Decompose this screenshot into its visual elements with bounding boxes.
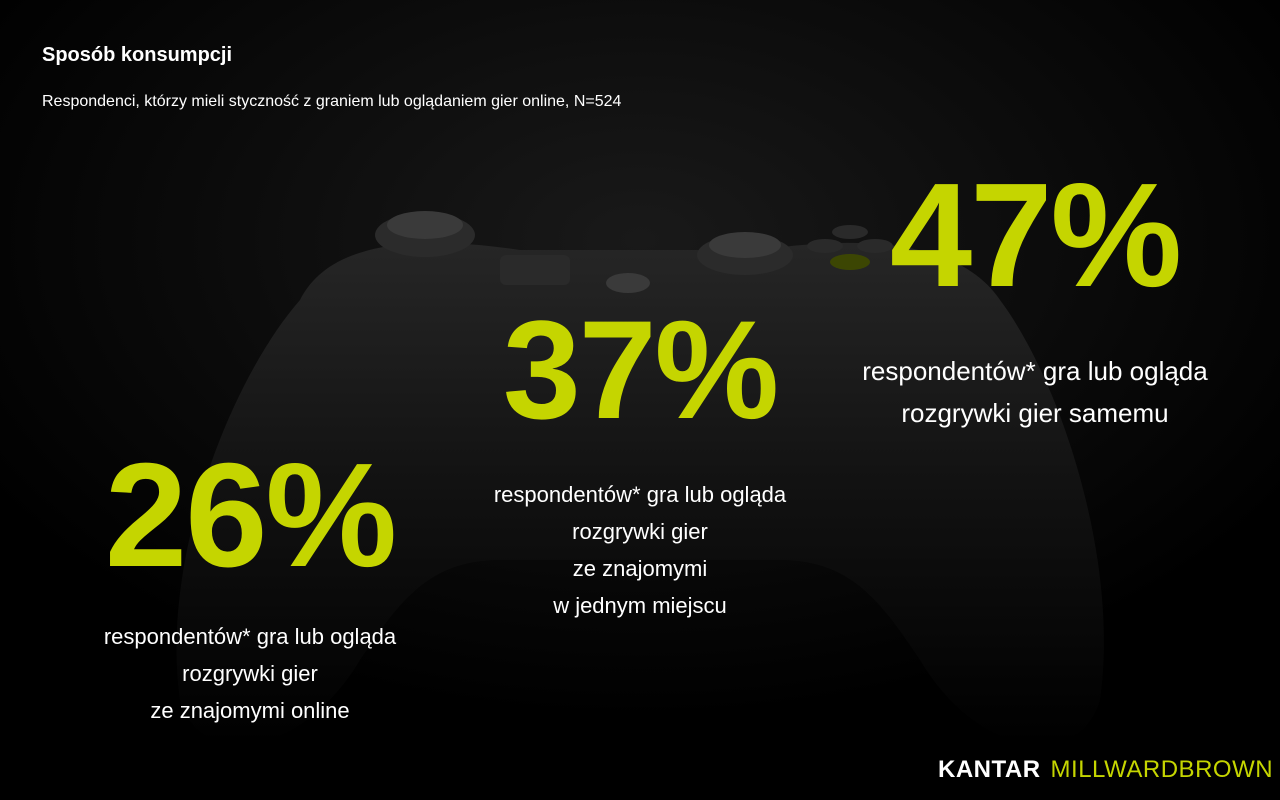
logo-millwardbrown: MILLWARDBROWN [1050,756,1274,783]
logo-kantar: KANTAR [938,756,1041,783]
stat-description-line: rozgrywki gier samemu [901,398,1169,428]
stat-description-line: respondentów* gra lub ogląda [862,356,1208,386]
stat-percentage: 26% [104,433,397,598]
page-title: Sposób konsumpcji [42,44,233,66]
stat-description-line: rozgrywki gier [182,661,318,686]
stat-percentage: 37% [502,291,779,448]
stat-description-line: w jednym miejscu [553,593,727,618]
stat-description-line: ze znajomymi [572,556,708,581]
stat-description: respondentów* gra lub ogląda rozgrywki g… [40,618,460,729]
stat-description: respondentów* gra lub ogląda rozgrywki g… [435,476,845,624]
page-subtitle: Respondenci, którzy mieli styczność z gr… [42,93,622,110]
stat-description-line: rozgrywki gier [572,519,708,544]
stat-block-37: 37% respondentów* gra lub ogląda rozgryw… [435,300,845,624]
stat-description-line: respondentów* gra lub ogląda [103,624,397,649]
stat-description: respondentów* gra lub ogląda rozgrywki g… [830,350,1240,434]
stat-block-26: 26% respondentów* gra lub ogląda rozgryw… [40,442,460,729]
stat-block-47: 47% respondentów* gra lub ogląda rozgryw… [830,162,1240,434]
kantar-millwardbrown-logo: KANTAR MILLWARDBROWN [938,756,1273,784]
stat-description-line: respondentów* gra lub ogląda [493,482,787,507]
stat-description-line: ze znajomymi online [150,698,350,723]
stat-percentage: 47% [889,153,1182,318]
